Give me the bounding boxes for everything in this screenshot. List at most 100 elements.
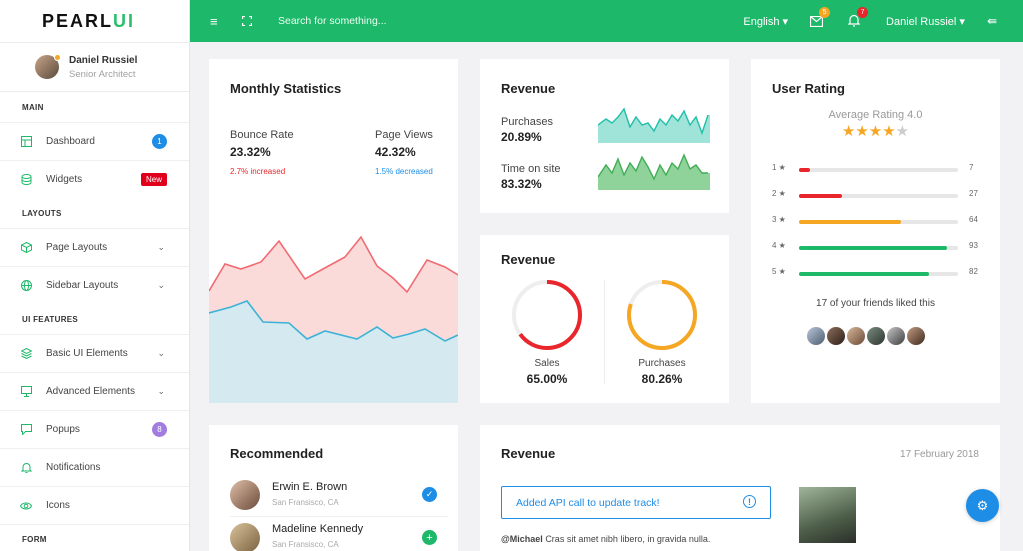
average-rating: Average Rating 4.0: [828, 109, 923, 121]
feed-photo[interactable]: [799, 487, 856, 543]
rating-label: 3 ★: [772, 215, 786, 224]
card-title: Revenue: [501, 252, 556, 267]
card-title: User Rating: [772, 81, 845, 96]
user-rating-card: User Rating Average Rating 4.0 ★★★★★ 1 ★…: [751, 59, 1000, 403]
rating-count: 7: [969, 163, 974, 172]
search-input[interactable]: Search for something...: [278, 15, 387, 27]
star-icon: ★: [882, 123, 896, 140]
divider: [604, 280, 605, 384]
mail-count-badge: 5: [819, 7, 831, 18]
check-icon[interactable]: ✓: [422, 487, 437, 502]
popups-badge: 8: [152, 422, 167, 437]
dashboard-badge: 1: [152, 134, 167, 149]
sales-block: Sales 65.00%: [526, 358, 568, 386]
logout-icon[interactable]: ⇚: [986, 14, 997, 28]
list-item[interactable]: Erwin E. Brown San Fransisco, CA ✓: [230, 477, 448, 517]
fullscreen-icon[interactable]: [241, 14, 254, 29]
notification-button[interactable]: 7: [847, 7, 869, 28]
purchases-block: Purchases 20.89%: [501, 116, 553, 144]
sidebar-item-sidebar-layouts[interactable]: Sidebar Layouts ⌄: [0, 266, 189, 304]
message-icon: [20, 424, 32, 436]
rating-count: 93: [969, 241, 978, 250]
list-item[interactable]: Madeline Kennedy San Fransisco, CA +: [230, 520, 448, 551]
mail-button[interactable]: 5: [809, 7, 831, 28]
topbar: ≡ Search for something... English ▾ 5 7 …: [190, 0, 1023, 42]
avatar[interactable]: [865, 325, 887, 347]
revenue-sparkline-card: Revenue Purchases 20.89% Time on site 83…: [480, 59, 729, 213]
sidebar-item-page-layouts[interactable]: Page Layouts ⌄: [0, 228, 189, 266]
star-rating: ★★★★★: [751, 122, 1000, 141]
avatar: [230, 523, 260, 551]
sidebar-item-advanced[interactable]: Advanced Elements ⌄: [0, 372, 189, 410]
bell-icon: [20, 462, 32, 474]
rating-bar-fill: [799, 246, 947, 250]
sidebar-item-basic-ui[interactable]: Basic UI Elements ⌄: [0, 334, 189, 372]
sidebar-item-widgets[interactable]: Widgets New: [0, 160, 189, 198]
sidebar-item-popups[interactable]: Popups 8: [0, 410, 189, 448]
sidebar-item-icons[interactable]: Icons: [0, 486, 189, 524]
widgets-badge: New: [140, 173, 167, 186]
rating-bar: [799, 194, 958, 198]
star-icon: ★: [855, 123, 869, 140]
card-title: Recommended: [230, 446, 324, 461]
avatar[interactable]: [825, 325, 847, 347]
section-main: MAIN: [22, 102, 44, 112]
language-dropdown[interactable]: English ▾: [743, 15, 789, 28]
star-icon: ★: [868, 123, 883, 140]
chevron-down-icon: ⌄: [157, 242, 165, 252]
rating-bar: [799, 220, 958, 224]
area-chart: [209, 235, 458, 403]
settings-fab-button[interactable]: ⚙: [966, 489, 999, 522]
avatar[interactable]: [885, 325, 907, 347]
avatar[interactable]: [805, 325, 827, 347]
eye-icon: [20, 500, 32, 512]
menu-icon[interactable]: ≡: [210, 13, 218, 29]
rating-bar-fill: [799, 220, 901, 224]
dashboard-icon: [20, 136, 32, 148]
page-views-block: Page Views 42.32% 1.5% decreased: [375, 129, 433, 176]
notification-count-badge: 7: [857, 7, 869, 18]
sales-donut: [512, 280, 582, 350]
monthly-statistics-card: Monthly Statistics Bounce Rate 23.32% 2.…: [209, 59, 458, 403]
rating-row: 1 ★ 7: [772, 163, 982, 177]
layers-icon: [20, 348, 32, 360]
sidebar-item-dashboard[interactable]: Dashboard 1: [0, 122, 189, 160]
globe-icon: [20, 280, 32, 292]
brand-logo[interactable]: PEARL UI: [42, 10, 136, 31]
chevron-down-icon: ⌄: [157, 386, 165, 396]
avatar: [230, 480, 260, 510]
feed-text: @Michael Cras sit amet nibh libero, in g…: [501, 534, 711, 544]
monitor-icon: [20, 386, 32, 398]
avatar[interactable]: [905, 325, 927, 347]
gear-icon: ⚙: [976, 497, 989, 513]
star-icon: ★: [841, 123, 856, 140]
time-sparkline: [598, 153, 710, 190]
box-icon: [20, 242, 32, 254]
rating-bar-fill: [799, 194, 842, 198]
chevron-down-icon: ⌄: [157, 280, 165, 290]
rating-bar: [799, 272, 958, 276]
info-alert: Added API call to update track! !: [501, 486, 771, 519]
sidebar-item-notifications[interactable]: Notifications: [0, 448, 189, 486]
avatar: [35, 54, 61, 79]
add-icon[interactable]: +: [422, 530, 437, 545]
chevron-down-icon: ⌄: [157, 348, 165, 358]
friends-avatars: [805, 325, 927, 347]
purchases-block: Purchases 80.26%: [638, 358, 686, 386]
rating-label: 1 ★: [772, 163, 786, 172]
rating-label: 4 ★: [772, 241, 786, 250]
user-dropdown[interactable]: Daniel Russiel ▾: [886, 15, 965, 28]
revenue-feed-card: Revenue 17 February 2018 Added API call …: [480, 425, 1000, 551]
purchases-donut: [627, 280, 697, 350]
profile-role: Senior Architect: [69, 68, 136, 80]
rating-row: 3 ★ 64: [772, 215, 982, 229]
sidebar-profile[interactable]: Daniel Russiel Senior Architect: [0, 42, 189, 92]
feed-date: 17 February 2018: [900, 449, 979, 460]
bounce-rate-block: Bounce Rate 23.32% 2.7% increased: [230, 129, 294, 176]
status-dot: [54, 54, 61, 61]
card-title: Revenue: [501, 81, 556, 96]
profile-name: Daniel Russiel: [69, 54, 138, 66]
rating-bar-fill: [799, 168, 811, 172]
avatar[interactable]: [845, 325, 867, 347]
rating-bar: [799, 246, 958, 250]
